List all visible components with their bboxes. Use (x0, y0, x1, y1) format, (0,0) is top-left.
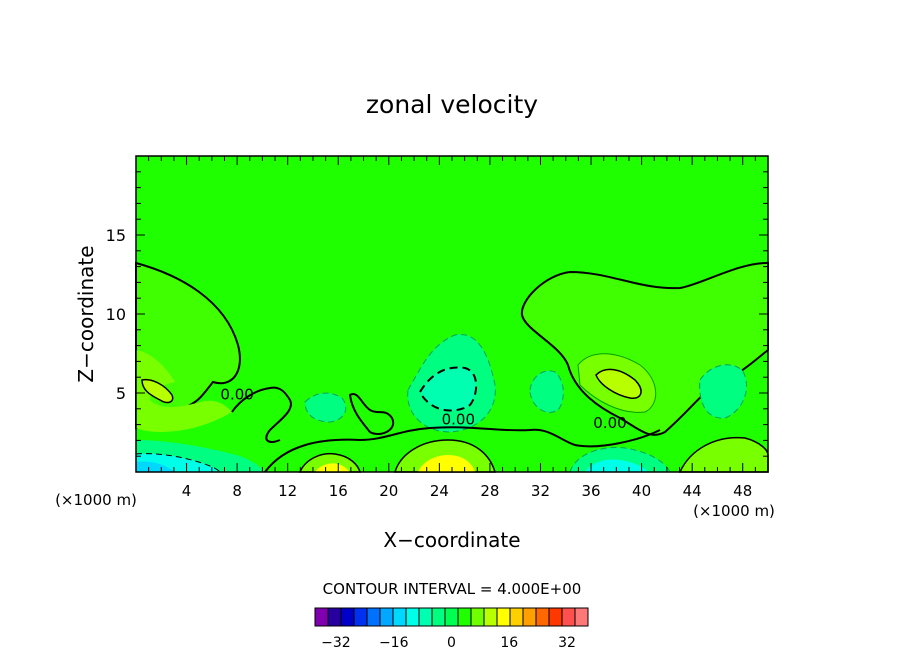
contour-line-mid-cell (348, 393, 395, 436)
colorbar-swatch (327, 607, 342, 627)
contour-region-lower-left-cyan (136, 461, 175, 472)
colorbar-swatch (509, 607, 524, 627)
x-unit-right: (×1000 m) (693, 502, 775, 520)
colorbar-swatch (314, 607, 329, 627)
colorbar-swatch (340, 607, 355, 627)
x-tick-label: 32 (531, 482, 550, 500)
x-tick-label: 28 (480, 482, 499, 500)
colorbar (314, 607, 589, 627)
x-tick-label: 44 (683, 482, 702, 500)
y-axis-ticks: 5 10 15 (106, 171, 768, 457)
y-tick-label: 5 (116, 384, 126, 403)
x-tick-label: 48 (733, 482, 752, 500)
colorbar-swatch (522, 607, 537, 627)
colorbar-tick-label: −32 (321, 635, 351, 651)
contour-label: 0.00 (220, 385, 253, 403)
colorbar-swatch (483, 607, 498, 627)
x-axis-label: X−coordinate (383, 528, 520, 552)
contour-region-center-cold (418, 366, 478, 412)
y-axis-label: Z−coordinate (74, 245, 98, 382)
colorbar-swatch (470, 607, 485, 627)
colorbar-swatch (366, 607, 381, 627)
x-unit-left: (×1000 m) (55, 491, 137, 509)
colorbar-swatch (535, 607, 550, 627)
x-tick-label: 8 (232, 482, 242, 500)
contour-region-bottom-16-core (315, 463, 350, 472)
colorbar-swatch (418, 607, 433, 627)
contour-region-right-warm-core (595, 368, 642, 399)
x-tick-label: 40 (632, 482, 651, 500)
colorbar-tick-label: 16 (500, 635, 518, 651)
colorbar-swatch (431, 607, 446, 627)
contour-region-mid-cool (304, 392, 347, 423)
x-tick-label: 20 (379, 482, 398, 500)
y-tick-label: 15 (106, 226, 126, 245)
contour-label: 0.00 (442, 411, 475, 429)
contour-region-far-right-cool (699, 364, 747, 419)
y-tick-label: 10 (106, 305, 126, 324)
colorbar-swatch (561, 607, 576, 627)
colorbar-swatch (496, 607, 511, 627)
x-tick-label: 4 (182, 482, 192, 500)
contour-line-zero-bottom (264, 426, 661, 473)
colorbar-labels: −32 −16 0 16 32 (321, 635, 576, 651)
colorbar-tick-label: −16 (379, 635, 409, 651)
colorbar-swatch (548, 607, 563, 627)
colorbar-tick-label: 32 (558, 635, 576, 651)
colorbar-swatch (379, 607, 394, 627)
x-tick-label: 24 (430, 482, 449, 500)
colorbar-swatch (457, 607, 472, 627)
contour-region-left-band (136, 350, 232, 432)
contour-region-right-cool-1 (529, 370, 564, 413)
contour-interval-text: CONTOUR INTERVAL = 4.000E+00 (323, 580, 582, 598)
contour-region-bottom-center-hot (418, 455, 475, 472)
colorbar-swatch (392, 607, 407, 627)
colorbar-swatch (405, 607, 420, 627)
colorbar-tick-label: 0 (447, 635, 456, 651)
x-tick-label: 12 (278, 482, 297, 500)
colorbar-swatch (353, 607, 368, 627)
contour-labels: 0.00 0.00 0.00 (220, 385, 626, 431)
plot-area (135, 156, 769, 473)
contour-region-bottom-right-cold (585, 459, 648, 472)
contour-line-snake (231, 386, 292, 443)
x-axis-ticks: 4 8 12 16 20 24 28 32 36 40 44 48 (148, 156, 756, 500)
contour-label: 0.00 (593, 414, 626, 432)
x-tick-label: 16 (329, 482, 348, 500)
x-tick-label: 36 (581, 482, 600, 500)
colorbar-swatch (444, 607, 459, 627)
chart-title: zonal velocity (366, 90, 538, 119)
colorbar-swatch (574, 607, 589, 627)
contour-region-left-core (141, 378, 174, 404)
